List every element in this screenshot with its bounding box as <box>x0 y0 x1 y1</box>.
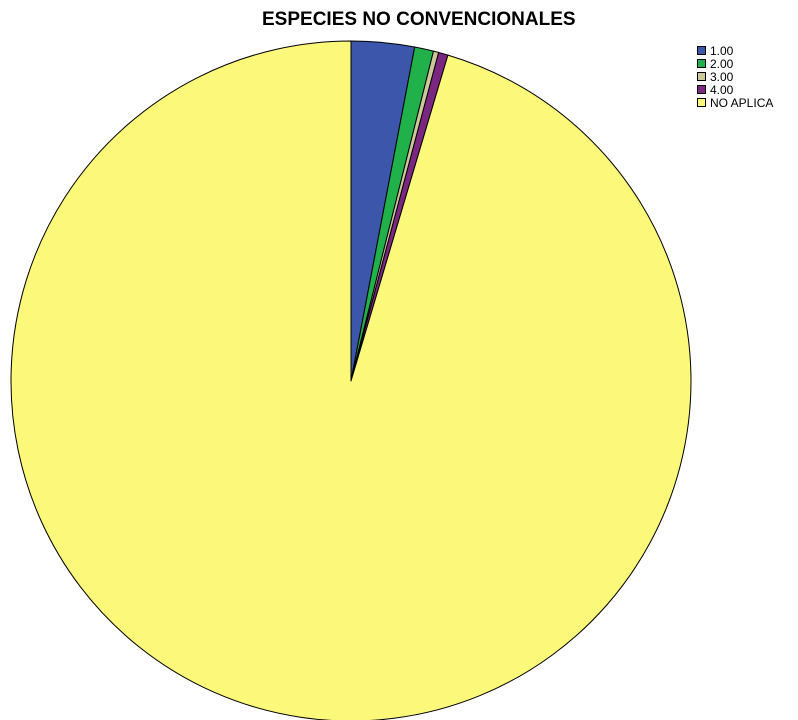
legend-item: 3.00 <box>697 71 792 84</box>
legend-item: 4.00 <box>697 84 792 97</box>
legend-label: 1.00 <box>710 44 734 58</box>
legend-label: NO APLICA <box>710 96 774 110</box>
legend-swatch <box>697 59 706 68</box>
legend-swatch <box>697 98 706 107</box>
legend-label: 3.00 <box>710 70 734 84</box>
pie-slices <box>10 40 692 720</box>
legend-item: NO APLICA <box>697 97 792 110</box>
legend: 1.00 2.00 3.00 4.00 NO APLICA <box>697 45 792 110</box>
chart-title: ESPECIES NO CONVENCIONALES <box>262 9 576 30</box>
pie-slice-no-aplica <box>10 40 692 720</box>
legend-item: 1.00 <box>697 45 792 58</box>
legend-label: 4.00 <box>710 83 734 97</box>
legend-swatch <box>697 85 706 94</box>
legend-swatch <box>697 46 706 55</box>
legend-item: 2.00 <box>697 58 792 71</box>
legend-label: 2.00 <box>710 57 734 71</box>
legend-swatch <box>697 72 706 81</box>
